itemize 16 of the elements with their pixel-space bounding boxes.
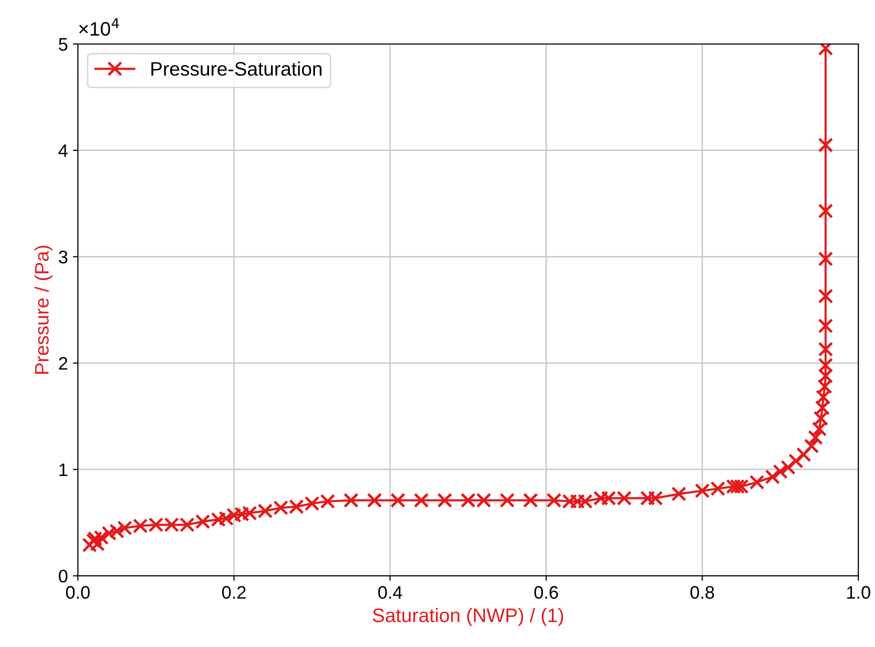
x-axis-title: Saturation (NWP) / (1) xyxy=(372,608,564,626)
legend-label: Pressure-Saturation xyxy=(151,61,322,76)
text: ×10$^{4}$ xyxy=(79,18,119,36)
y-tick-label: 2 xyxy=(59,357,68,370)
y-tick-label: 5 xyxy=(58,38,68,51)
x-tick-label: 0.0 xyxy=(66,586,90,599)
x-tick-label: 0.4 xyxy=(378,586,402,599)
x-tick-label: 0.8 xyxy=(690,586,714,599)
y-axis-title: Pressure / (Pa) xyxy=(34,246,53,374)
x-tick-label: 1.0 xyxy=(847,586,870,599)
y-tick-label: 3 xyxy=(58,250,68,264)
y-tick-label: 1 xyxy=(59,464,68,476)
x-tick-label: 0.6 xyxy=(534,586,558,599)
y-tick-label: 0 xyxy=(58,570,68,583)
x-tick-label: 0.2 xyxy=(222,586,246,599)
y-tick-label: 4 xyxy=(58,144,68,157)
